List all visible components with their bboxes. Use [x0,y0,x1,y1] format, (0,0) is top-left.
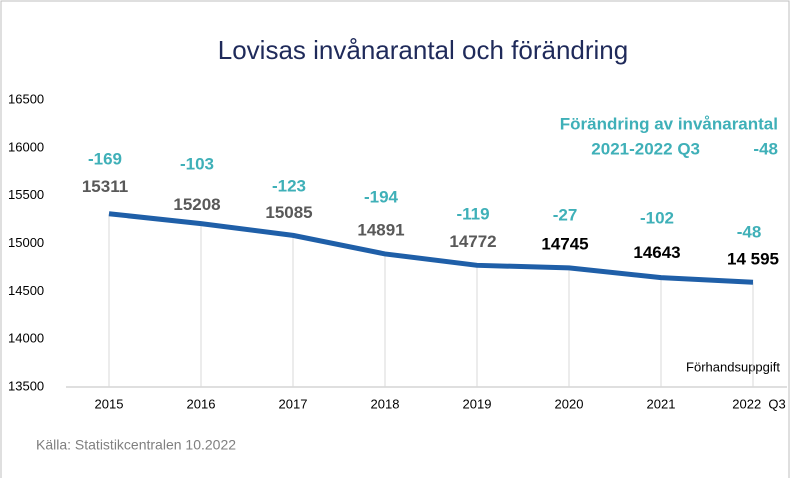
change-label: -169 [88,149,122,168]
data-label: 14 595 [727,250,779,269]
y-tick-label: 15500 [8,187,44,202]
x-tick-label: 2017 [279,396,308,411]
annotation: Förhandsuppgift [686,359,780,374]
annotation: 2021-2022 Q3 [591,139,700,158]
annotation: Förändring av invånarantal [560,114,778,133]
y-tick-label: 14500 [8,283,44,298]
x-tick-label: 2020 [555,396,584,411]
x-tick-label: 2021 [647,396,676,411]
data-label: 14891 [357,220,404,239]
chart-title: Lovisas invånarantal och förändring [218,35,628,65]
x-tick-label: 2018 [371,396,400,411]
change-label: -103 [180,154,214,173]
y-tick-label: 16000 [8,139,44,154]
change-label: -48 [737,222,762,241]
change-label: -194 [364,187,399,206]
y-tick-label: 13500 [8,378,44,393]
y-tick-label: 15000 [8,235,44,250]
data-label: 15208 [173,195,220,214]
change-label: -123 [272,176,306,195]
annotation: -48 [753,139,778,158]
x-tick-label: 2019 [463,396,492,411]
data-label: 14745 [541,234,588,253]
data-label: 14772 [449,232,496,251]
data-label: 15085 [265,203,312,222]
y-tick-label: 16500 [8,91,44,106]
change-label: -27 [553,205,578,224]
source: Källa: Statistikcentralen 10.2022 [36,437,236,453]
data-label: 15311 [82,177,128,196]
x-tick-label: 2016 [187,396,216,411]
data-label: 14643 [633,243,680,262]
line [108,211,754,285]
x-tick-label: 2022 Q3 [732,396,786,411]
change-label: -102 [640,208,674,227]
y-tick-label: 14000 [8,331,44,346]
change-label: -119 [456,204,489,223]
x-tick-label: 2015 [95,396,124,411]
